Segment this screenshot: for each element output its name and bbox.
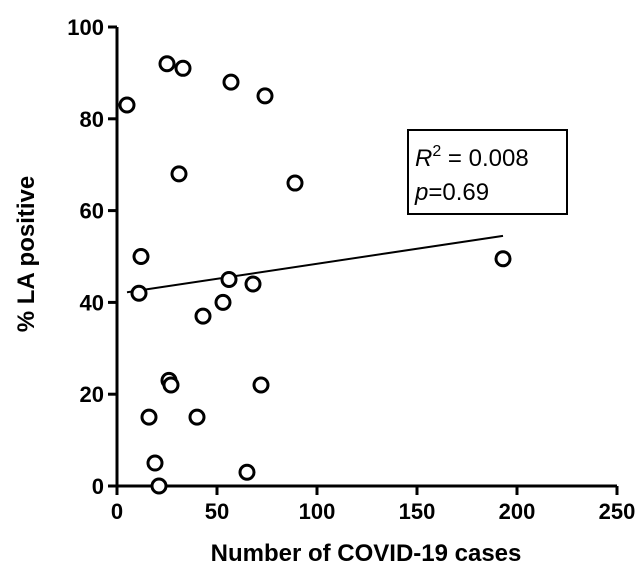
data-point [162,376,180,394]
data-point [286,174,304,192]
axes: 0 20 40 60 80 100 0 50 100 150 200 250 [67,15,635,524]
data-point [174,59,192,77]
y-tick-label: 100 [67,15,104,40]
x-ticks: 0 50 100 150 200 250 [111,486,635,524]
data-point [188,408,206,426]
y-ticks: 0 20 40 60 80 100 [67,15,117,499]
y-tick-label: 20 [80,382,104,407]
data-point [220,270,238,288]
data-point [118,96,136,114]
x-tick-label: 50 [205,499,229,524]
x-tick-label: 100 [299,499,336,524]
data-point [158,55,176,73]
data-point [222,73,240,91]
y-axis-title: % LA positive [13,176,40,332]
r-symbol: R [415,145,432,172]
y-tick-label: 60 [80,199,104,224]
p-symbol: p [414,179,428,206]
data-point [244,275,262,293]
data-point [150,477,168,495]
data-point [238,463,256,481]
r-squared-value: = 0.008 [441,145,528,172]
y-tick-label: 80 [80,107,104,132]
data-point [256,87,274,105]
r-superscript: 2 [432,143,441,160]
x-tick-label: 0 [111,499,123,524]
data-point [194,307,212,325]
data-point [146,454,164,472]
x-tick-label: 200 [499,499,536,524]
x-tick-label: 150 [399,499,436,524]
data-point [130,284,148,302]
regression-line [126,234,504,294]
stats-annotation-box: R2 = 0.008 p=0.69 [407,129,568,215]
data-point [252,376,270,394]
p-value-label: p=0.69 [414,179,489,206]
stats-box-border [407,129,568,215]
x-axis-title: Number of COVID-19 cases [211,540,522,567]
y-tick-label: 40 [80,290,104,315]
x-tick-label: 250 [599,499,636,524]
y-tick-label: 0 [92,474,104,499]
data-point [140,408,158,426]
r-squared-label: R2 = 0.008 [415,143,529,172]
data-point [494,250,512,268]
data-point [132,248,150,265]
data-point [214,293,232,311]
data-points [118,55,512,495]
data-point [170,165,188,183]
p-value: =0.69 [428,179,489,206]
